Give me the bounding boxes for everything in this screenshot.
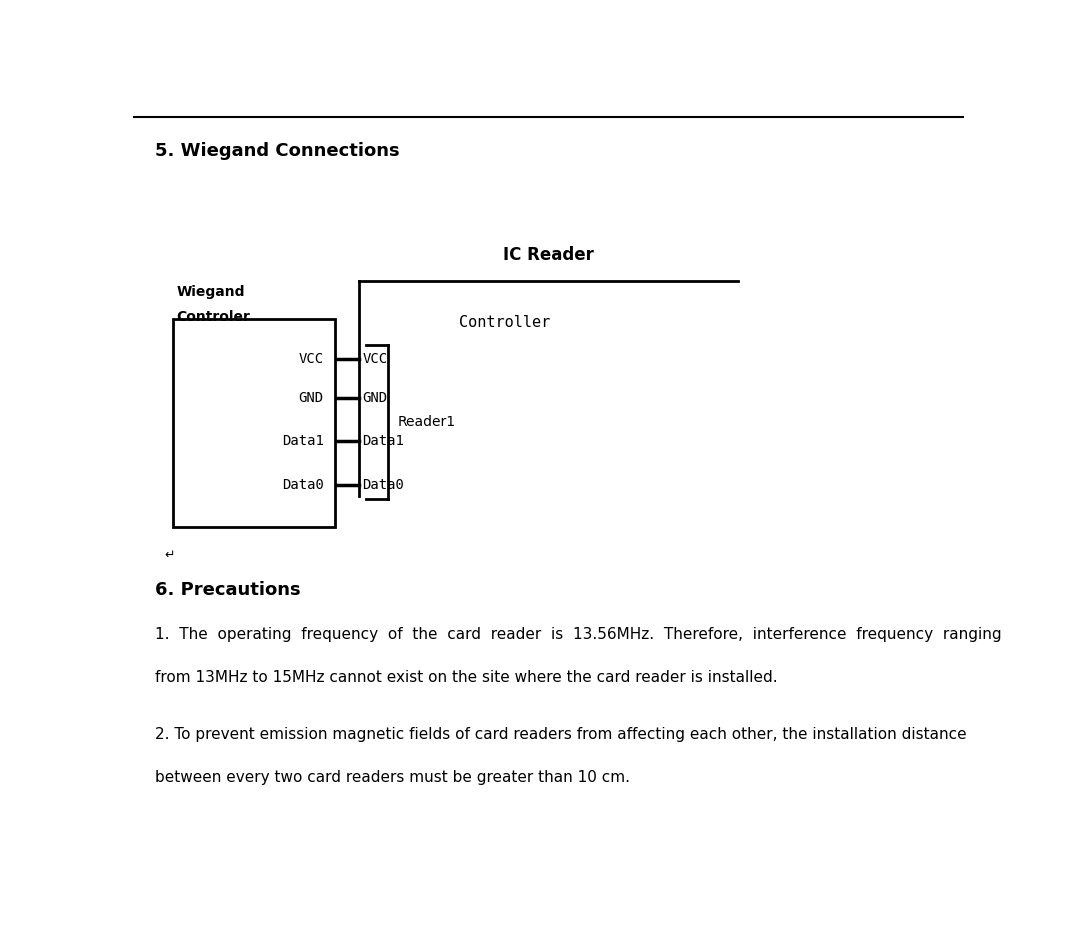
Text: Controler: Controler <box>177 310 250 324</box>
Text: 1.  The  operating  frequency  of  the  card  reader  is  13.56MHz.  Therefore, : 1. The operating frequency of the card r… <box>155 627 1003 642</box>
Text: ↵: ↵ <box>165 548 175 562</box>
Text: 2. To prevent emission magnetic fields of card readers from affecting each other: 2. To prevent emission magnetic fields o… <box>155 727 967 742</box>
Text: Data0: Data0 <box>363 478 404 491</box>
Text: IC Reader: IC Reader <box>503 246 594 264</box>
Text: Wiegand: Wiegand <box>177 285 245 298</box>
Text: 6. Precautions: 6. Precautions <box>155 581 301 599</box>
Text: GND: GND <box>363 391 387 404</box>
Text: from 13MHz to 15MHz cannot exist on the site where the card reader is installed.: from 13MHz to 15MHz cannot exist on the … <box>155 670 778 685</box>
Text: Data1: Data1 <box>363 434 404 448</box>
Text: between every two card readers must be greater than 10 cm.: between every two card readers must be g… <box>155 770 630 785</box>
Text: Reader1: Reader1 <box>397 415 456 429</box>
Text: Controller: Controller <box>459 315 550 331</box>
Text: 5. Wiegand Connections: 5. Wiegand Connections <box>155 142 400 160</box>
Text: Data1: Data1 <box>281 434 323 448</box>
Text: VCC: VCC <box>363 352 387 366</box>
Text: Data0: Data0 <box>281 478 323 491</box>
Text: GND: GND <box>299 391 323 404</box>
Text: VCC: VCC <box>299 352 323 366</box>
Bar <box>172 319 335 527</box>
